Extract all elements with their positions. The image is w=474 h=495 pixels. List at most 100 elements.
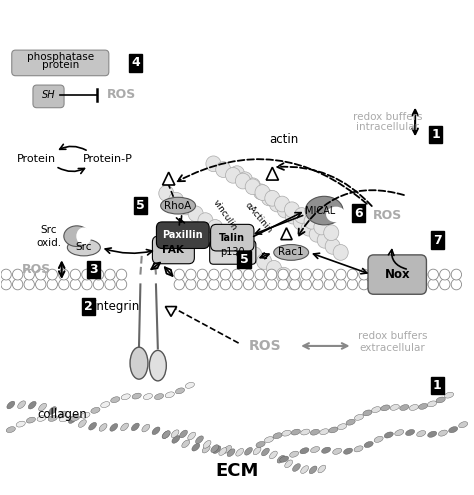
Text: ECM: ECM [215, 462, 259, 481]
Circle shape [245, 179, 260, 195]
Text: 4: 4 [131, 56, 140, 69]
FancyBboxPatch shape [12, 50, 109, 76]
Ellipse shape [91, 407, 100, 413]
Text: 5: 5 [240, 253, 248, 266]
Text: 3: 3 [89, 263, 98, 276]
Ellipse shape [70, 415, 80, 421]
Text: actin: actin [270, 133, 299, 146]
Circle shape [209, 269, 219, 280]
Circle shape [93, 269, 104, 280]
Circle shape [428, 279, 438, 290]
Circle shape [428, 269, 438, 280]
Text: vinculin: vinculin [211, 198, 239, 233]
Ellipse shape [264, 437, 273, 443]
Circle shape [197, 279, 208, 290]
Ellipse shape [363, 410, 372, 416]
Ellipse shape [28, 401, 36, 409]
Circle shape [333, 245, 348, 260]
Circle shape [93, 279, 104, 290]
Circle shape [1, 269, 11, 280]
Ellipse shape [305, 197, 343, 225]
Circle shape [209, 279, 219, 290]
Circle shape [178, 199, 193, 215]
Text: Paxillin: Paxillin [163, 230, 203, 240]
Circle shape [266, 269, 277, 280]
Ellipse shape [319, 429, 329, 435]
Text: redox buffers: redox buffers [353, 112, 422, 122]
Ellipse shape [59, 411, 66, 419]
Ellipse shape [48, 415, 57, 421]
Ellipse shape [326, 206, 346, 222]
Ellipse shape [436, 397, 445, 403]
Text: 1: 1 [431, 128, 440, 141]
Circle shape [24, 269, 35, 280]
Ellipse shape [395, 430, 404, 436]
Circle shape [317, 233, 332, 248]
Circle shape [382, 279, 392, 290]
Text: SH: SH [42, 90, 55, 100]
Circle shape [261, 190, 276, 206]
Circle shape [186, 279, 196, 290]
Ellipse shape [6, 427, 15, 433]
Text: collagen: collagen [38, 408, 88, 421]
Circle shape [314, 219, 329, 235]
Ellipse shape [121, 394, 130, 400]
Ellipse shape [227, 449, 235, 456]
FancyBboxPatch shape [156, 222, 209, 248]
Text: 5: 5 [136, 199, 145, 212]
Circle shape [1, 279, 11, 290]
Circle shape [285, 208, 301, 224]
Ellipse shape [285, 460, 292, 468]
Text: intracellular: intracellular [356, 122, 419, 132]
Text: redox buffers: redox buffers [358, 331, 427, 341]
Ellipse shape [269, 451, 277, 459]
Polygon shape [163, 172, 175, 185]
Ellipse shape [344, 448, 353, 454]
Ellipse shape [89, 422, 97, 430]
Text: extracellular: extracellular [360, 344, 425, 353]
Ellipse shape [337, 424, 347, 430]
Ellipse shape [301, 466, 309, 473]
Circle shape [254, 184, 268, 199]
Ellipse shape [280, 456, 289, 462]
Ellipse shape [372, 407, 381, 412]
Ellipse shape [381, 405, 390, 411]
Circle shape [382, 269, 392, 280]
FancyBboxPatch shape [33, 85, 64, 108]
Text: Protein-P: Protein-P [82, 154, 132, 164]
Circle shape [393, 279, 404, 290]
Circle shape [393, 269, 404, 280]
Circle shape [169, 192, 183, 208]
Circle shape [218, 226, 233, 242]
Circle shape [301, 279, 311, 290]
Circle shape [255, 269, 265, 280]
Text: 2: 2 [84, 300, 93, 313]
Ellipse shape [37, 415, 46, 421]
Ellipse shape [400, 404, 409, 410]
Circle shape [324, 225, 339, 241]
Circle shape [336, 279, 346, 290]
Ellipse shape [162, 431, 170, 439]
Circle shape [237, 172, 253, 188]
Circle shape [197, 269, 208, 280]
Circle shape [186, 269, 196, 280]
Ellipse shape [253, 447, 261, 455]
Ellipse shape [132, 393, 141, 399]
Ellipse shape [100, 401, 110, 407]
Circle shape [405, 269, 415, 280]
Text: Src: Src [75, 243, 92, 252]
Polygon shape [281, 228, 292, 240]
Text: ROS: ROS [373, 209, 402, 222]
Circle shape [236, 173, 250, 189]
Circle shape [232, 269, 242, 280]
Ellipse shape [333, 448, 342, 454]
Ellipse shape [188, 432, 196, 440]
Circle shape [276, 267, 292, 283]
Ellipse shape [64, 226, 90, 247]
Text: Cas: Cas [236, 252, 248, 258]
Ellipse shape [310, 429, 319, 435]
Polygon shape [165, 306, 177, 316]
Text: 1: 1 [433, 379, 442, 392]
Ellipse shape [143, 394, 153, 399]
Circle shape [24, 279, 35, 290]
